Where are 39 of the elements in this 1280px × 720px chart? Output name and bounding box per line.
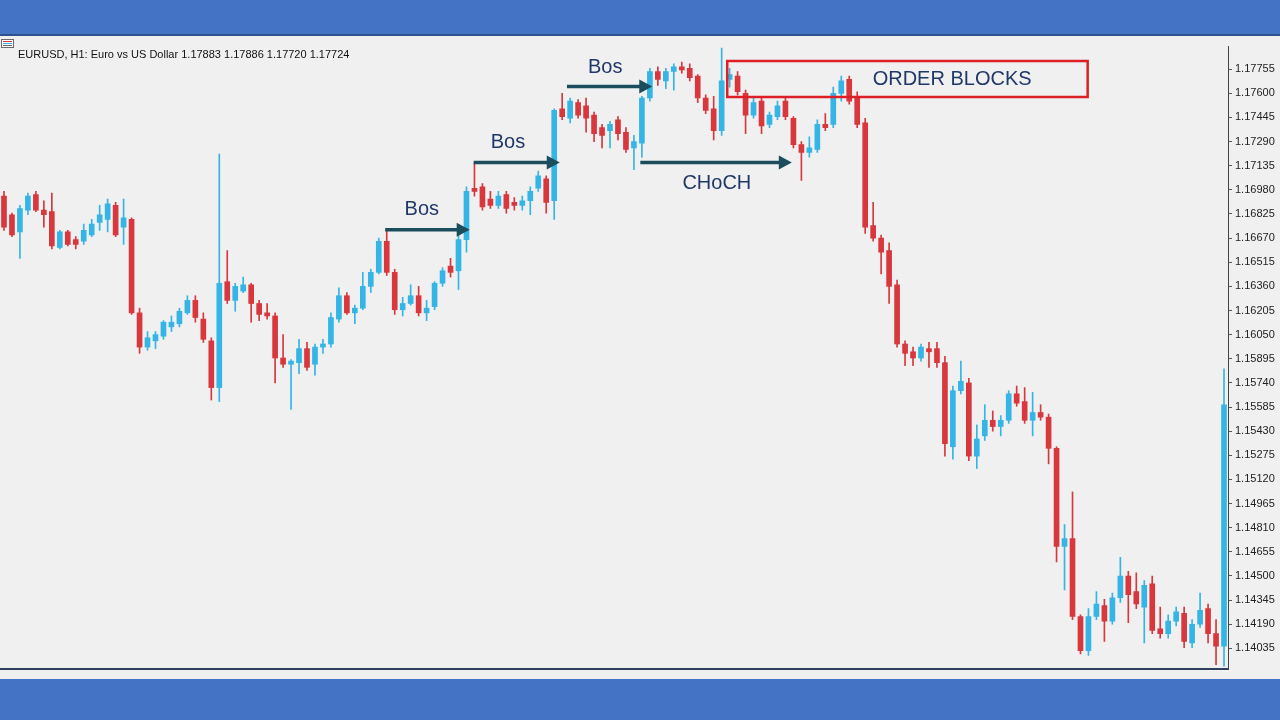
annotation: ORDER BLOCKS [872, 66, 1032, 89]
annotation: Bos [587, 54, 623, 77]
annotation: CHoCH [682, 170, 752, 193]
y-tick-label: 1.15740 [1235, 375, 1275, 388]
y-tick-label: 1.14965 [1235, 496, 1275, 509]
y-tick-label: 1.16670 [1235, 231, 1275, 244]
y-tick-label: 1.17755 [1235, 62, 1275, 75]
y-tick-label: 1.15275 [1235, 448, 1275, 461]
y-tick-label: 1.16050 [1235, 327, 1275, 340]
y-tick-label: 1.16205 [1235, 303, 1275, 316]
y-tick-label: 1.14345 [1235, 593, 1275, 606]
y-tick-label: 1.17600 [1235, 86, 1275, 99]
y-tick-label: 1.15895 [1235, 351, 1275, 364]
candlestick [41, 200, 47, 228]
candlestick [288, 359, 294, 410]
candlestick [280, 334, 286, 368]
y-tick-label: 1.14655 [1235, 544, 1275, 557]
y-tick-label: 1.17135 [1235, 158, 1275, 171]
candlestick [926, 342, 932, 368]
y-tick-label: 1.17445 [1235, 110, 1275, 123]
annotation: Bos [490, 129, 526, 152]
annotation: Bos [404, 197, 440, 220]
candlestick [822, 113, 829, 132]
y-tick-label: 1.16515 [1235, 255, 1275, 268]
y-tick-label: 1.14035 [1235, 641, 1275, 654]
candlestick [631, 135, 637, 170]
candlestick [1157, 606, 1164, 639]
y-tick-label: 1.15430 [1235, 424, 1275, 437]
y-tick-label: 1.16360 [1235, 279, 1275, 292]
y-tick-label: 1.17290 [1235, 134, 1275, 147]
y-tick-label: 1.14810 [1235, 520, 1275, 533]
y-tick-label: 1.15585 [1235, 400, 1275, 413]
y-tick-label: 1.14190 [1235, 617, 1275, 630]
candlestick [670, 63, 677, 91]
chart-title: EURUSD, H1: Euro vs US Dollar 1.17883 1.17886 1.17720 1.17724 [18, 48, 350, 61]
y-tick-label: 1.16980 [1235, 182, 1275, 195]
y-tick-label: 1.15120 [1235, 472, 1275, 485]
y-tick-label: 1.16825 [1235, 207, 1275, 220]
y-tick-label: 1.14500 [1235, 569, 1275, 582]
